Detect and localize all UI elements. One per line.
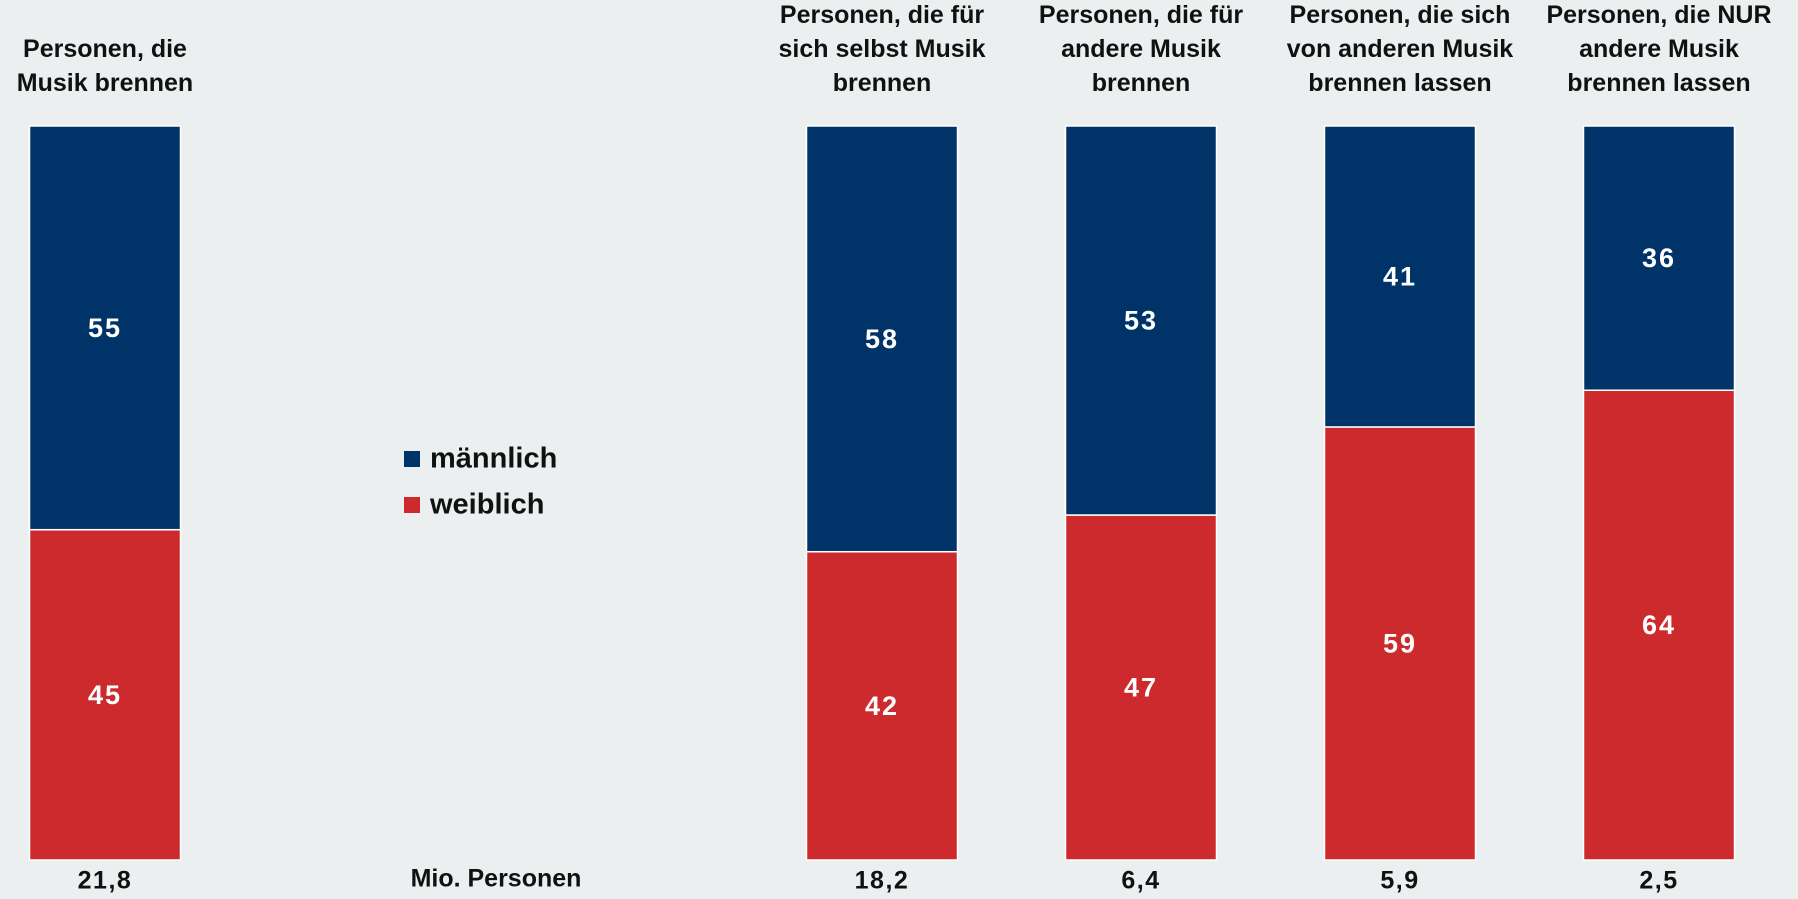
bar-segment: [1582, 389, 1736, 861]
bar-segment: [805, 125, 959, 553]
legend-label: weiblich: [429, 489, 544, 521]
data-label: 45: [88, 680, 122, 710]
category-label: Personen, die sich von anderen Musik bre…: [1286, 1, 1514, 97]
data-label: 53: [1124, 306, 1158, 336]
data-label: 47: [1124, 673, 1158, 703]
bar-segment: [28, 528, 182, 861]
total-label: 6,4: [1121, 867, 1160, 895]
bar-segment: [1064, 514, 1218, 861]
legend-swatch: [404, 451, 420, 467]
bar-segment: [1064, 125, 1218, 516]
category-label: Personen, die für andere Musik brennen: [1038, 1, 1244, 97]
category-label: Personen, die Musik brennen: [16, 35, 194, 97]
total-label: 2,5: [1639, 867, 1678, 895]
bar-segment: [1323, 125, 1477, 428]
data-label: 64: [1642, 610, 1676, 640]
legend-label: männlich: [430, 443, 557, 475]
bar-segment: [1323, 426, 1477, 861]
data-label: 36: [1642, 243, 1676, 273]
total-label: 5,9: [1380, 867, 1419, 895]
totals-unit: Mio. Personen: [411, 865, 582, 893]
data-label: 59: [1383, 629, 1417, 659]
bar-segment: [28, 125, 182, 531]
category-label: Personen, die für sich selbst Musik bren…: [778, 1, 986, 97]
data-label: 42: [865, 691, 899, 721]
legend-swatch: [404, 497, 420, 513]
total-label: 18,2: [855, 867, 910, 895]
bar-segment: [1582, 125, 1736, 391]
total-label: 21,8: [78, 867, 133, 895]
data-label: 58: [865, 324, 899, 354]
data-label: 41: [1383, 262, 1417, 292]
data-label: 55: [88, 313, 122, 343]
category-label: Personen, die NUR andere Musik brennen l…: [1546, 1, 1772, 97]
